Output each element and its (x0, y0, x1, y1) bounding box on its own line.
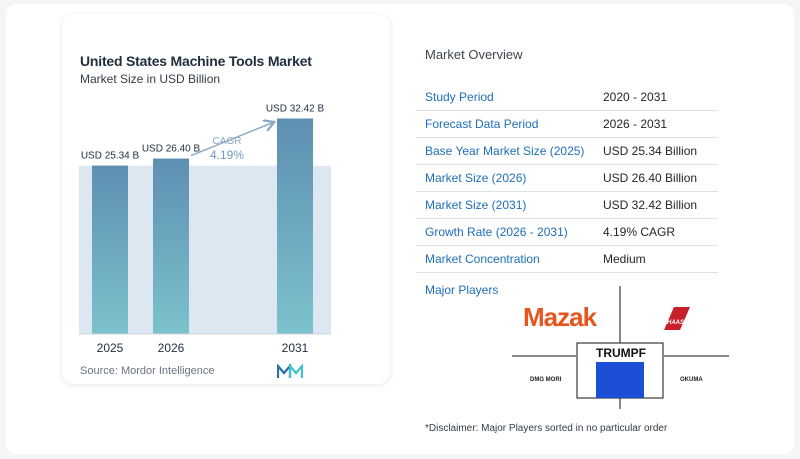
disclaimer: *Disclaimer: Major Players sorted in no … (425, 423, 668, 434)
overview-row-value: USD 32.42 Billion (603, 198, 698, 212)
market-overview-table: Study Period 2020 - 2031 Forecast Data Per… (416, 84, 718, 273)
overview-row: Market Size (2031) USD 32.42 Billion (416, 192, 718, 219)
bar-2025 (92, 165, 128, 334)
haas-logo-icon (664, 307, 690, 330)
overview-row-label: Market Size (2026) (425, 171, 527, 185)
cagr-value: 4.19% (210, 148, 244, 162)
tick-label-2025: 2025 (97, 341, 124, 355)
overview-row-value: USD 25.34 Billion (603, 144, 698, 158)
trumpf-logo-block (596, 362, 644, 398)
major-players-label: Major Players (425, 283, 499, 297)
bar-2031 (277, 118, 313, 334)
tick-label-2031: 2031 (282, 341, 309, 355)
overview-row-label: Base Year Market Size (2025) (425, 144, 585, 158)
mordor-logo-icon (277, 364, 303, 378)
overview-row-value: 4.19% CAGR (603, 225, 676, 239)
cagr-label: CAGR (213, 136, 242, 147)
overview-row-value: 2026 - 2031 (603, 117, 668, 131)
okuma-logo: OKUMA (680, 377, 703, 383)
overview-row: Forecast Data Period 2026 - 2031 (416, 111, 718, 138)
source-note: Source: Mordor Intelligence (80, 365, 215, 377)
bar-2026 (153, 158, 189, 334)
chart-title: United States Machine Tools Market (80, 53, 312, 69)
dmg-mori-logo: DMG MORI (530, 377, 562, 383)
cagr-arrow (190, 123, 273, 157)
overview-row: Base Year Market Size (2025) USD 25.34 Bi… (416, 138, 718, 165)
data-label-2026: USD 26.40 B (142, 144, 201, 155)
overview-row-label: Study Period (425, 90, 494, 104)
overview-row-label: Market Size (2031) (425, 198, 527, 212)
overview-row-label: Market Concentration (425, 252, 540, 266)
overview-row-label: Forecast Data Period (425, 117, 539, 131)
haas-logo-text: HAAS (667, 320, 685, 326)
mazak-logo: Mazak (523, 302, 597, 332)
overview-row: Study Period 2020 - 2031 (416, 84, 718, 111)
overview-row-value: 2020 - 2031 (603, 90, 668, 104)
data-label-2025: USD 25.34 B (81, 151, 140, 162)
trumpf-logo-text: TRUMPF (596, 346, 646, 360)
overview-row-value: Medium (603, 252, 646, 266)
tick-label-2026: 2026 (158, 341, 185, 355)
overview-row-value: USD 26.40 Billion (603, 171, 698, 185)
market-overview-title: Market Overview (425, 47, 523, 62)
overview-row-label: Growth Rate (2026 - 2031) (425, 225, 568, 239)
overview-row: Market Size (2026) USD 26.40 Billion (416, 165, 718, 192)
overview-row: Market Concentration Medium (416, 246, 718, 273)
overview-row: Growth Rate (2026 - 2031) 4.19% CAGR (416, 219, 718, 246)
data-label-2031: USD 32.42 B (266, 104, 325, 115)
chart-subtitle: Market Size in USD Billion (80, 72, 221, 86)
